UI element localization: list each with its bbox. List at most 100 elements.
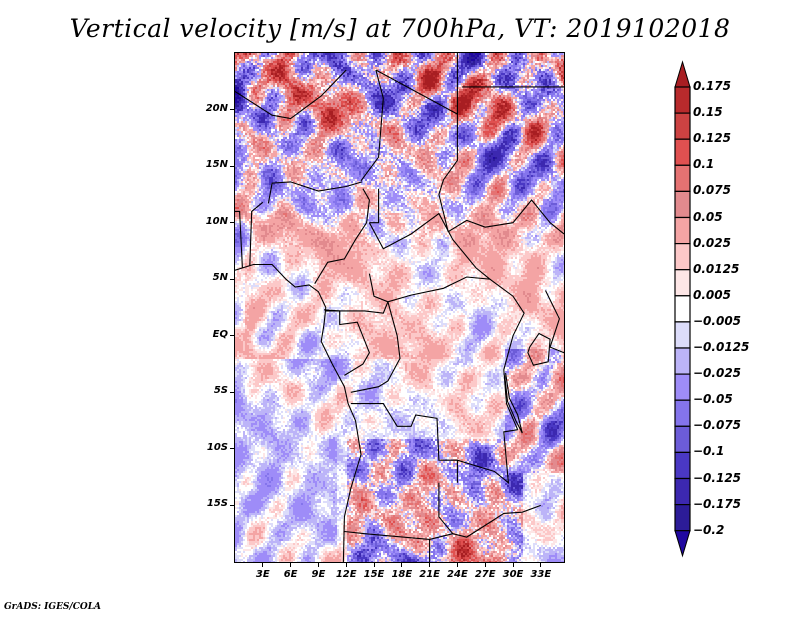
colorbar-segment	[674, 138, 691, 166]
border-gabon	[325, 310, 371, 376]
lake-victoria	[527, 332, 551, 366]
colorbar-segment	[674, 216, 691, 245]
border-drc-zambia	[457, 429, 518, 485]
colorbar-level-label: 0.025	[693, 235, 731, 250]
x-tick	[262, 562, 264, 567]
border-drc-angola	[350, 403, 458, 483]
colorbar-level-label: 0.075	[693, 183, 731, 198]
colorbar-segment	[674, 295, 691, 323]
x-tick-label: 33E	[530, 569, 552, 580]
colorbar-segment	[674, 399, 691, 427]
colorbar-segment	[674, 451, 691, 480]
colorbar-segment	[674, 112, 691, 140]
y-tick-label: 15S	[206, 498, 228, 510]
border-cameroon-congo	[323, 301, 389, 314]
colorbar-level-label: 0.05	[693, 209, 723, 224]
x-tick	[317, 562, 319, 567]
x-tick-label: 21E	[419, 569, 440, 580]
border-nigeria-cameroon	[314, 188, 370, 284]
country-borders	[235, 53, 564, 562]
vertical-velocity-field	[235, 53, 564, 562]
y-tick	[230, 448, 235, 450]
coastline-west-africa	[235, 263, 362, 562]
grads-credit: GrADS: IGES/COLA	[4, 602, 102, 612]
border-algeria-niger	[235, 69, 347, 120]
border-car	[368, 212, 492, 303]
colorbar-extend-bottom	[674, 530, 691, 558]
y-tick-label: 5S	[213, 385, 228, 397]
colorbar-level-label: −0.0125	[693, 340, 750, 354]
border-chad-car	[369, 188, 380, 224]
colorbar-level-label: −0.175	[693, 496, 742, 511]
colorbar-level-label: 0.125	[693, 131, 731, 146]
colorbar-segment	[674, 504, 691, 532]
colorbar-segment	[674, 477, 691, 506]
colorbar	[674, 60, 691, 558]
y-tick	[230, 335, 235, 337]
x-tick-label: 27E	[474, 569, 496, 580]
colorbar-extend-top	[674, 60, 691, 88]
border-uganda-kenya	[545, 290, 564, 354]
y-tick-label: 5N	[212, 272, 228, 284]
border-niger-nigeria	[267, 181, 363, 204]
colorbar-segment	[674, 425, 691, 453]
x-tick-label: 3E	[255, 569, 270, 580]
x-tick	[345, 562, 347, 567]
y-tick	[230, 391, 235, 393]
colorbar-level-label: 0.175	[693, 79, 731, 93]
border-angola-zambia	[344, 482, 454, 540]
y-tick-label: EQ	[212, 328, 228, 340]
y-tick-label: 10N	[205, 215, 228, 227]
y-tick	[230, 278, 235, 280]
border-chad-libya	[375, 69, 458, 115]
colorbar-segment	[674, 373, 691, 401]
x-tick	[290, 562, 292, 567]
x-tick	[373, 562, 375, 567]
colorbar-level-label: −0.005	[693, 313, 742, 328]
x-tick-label: 12E	[335, 569, 357, 580]
map-plot-area	[235, 53, 564, 562]
colorbar-level-label: 0.005	[693, 287, 731, 302]
x-tick-label: 18E	[391, 569, 413, 580]
border-drc-east	[489, 278, 525, 430]
colorbar-level-label: 0.1	[693, 157, 715, 172]
y-tick	[230, 504, 235, 506]
x-tick-label: 9E	[311, 569, 326, 580]
colorbar-segment	[674, 321, 691, 349]
colorbar-segment	[674, 190, 691, 219]
border-niger-chad	[360, 69, 384, 182]
border-sudan-south-sudan	[447, 199, 564, 235]
x-tick	[540, 562, 542, 567]
colorbar-level-label: 0.0125	[693, 261, 740, 276]
y-tick-label: 15N	[205, 159, 228, 171]
lake-tanganyika	[504, 373, 523, 434]
x-tick-label: 24E	[447, 569, 468, 580]
colorbar-segment	[674, 269, 691, 297]
border-zambia-zimbabwe	[452, 504, 541, 538]
border-benin	[249, 201, 264, 266]
colorbar-level-label: −0.125	[693, 470, 742, 485]
x-tick-label: 30E	[502, 569, 524, 580]
colorbar-level-label: −0.075	[693, 418, 742, 433]
colorbar-segment	[674, 243, 691, 271]
colorbar-segment	[674, 347, 691, 375]
y-tick	[230, 109, 235, 111]
border-chad-sudan	[438, 111, 458, 232]
x-tick-label: 6E	[283, 569, 298, 580]
x-tick	[429, 562, 431, 567]
colorbar-level-label: −0.2	[693, 522, 725, 537]
border-congo-drc	[350, 301, 401, 393]
colorbar-level-label: 0.15	[693, 105, 723, 120]
x-tick	[484, 562, 486, 567]
x-tick-label: 15E	[363, 569, 385, 580]
x-tick	[512, 562, 514, 567]
chart-title: Vertical velocity [m/s] at 700hPa, VT: 2…	[69, 14, 731, 43]
colorbar-segment	[674, 86, 691, 114]
x-tick	[401, 562, 403, 567]
y-tick-label: 10S	[206, 441, 228, 453]
y-tick-label: 20N	[205, 102, 228, 114]
y-tick	[230, 222, 235, 224]
colorbar-level-label: −0.1	[693, 444, 725, 459]
colorbar-segment	[674, 164, 691, 193]
colorbar-level-label: −0.025	[693, 366, 742, 381]
